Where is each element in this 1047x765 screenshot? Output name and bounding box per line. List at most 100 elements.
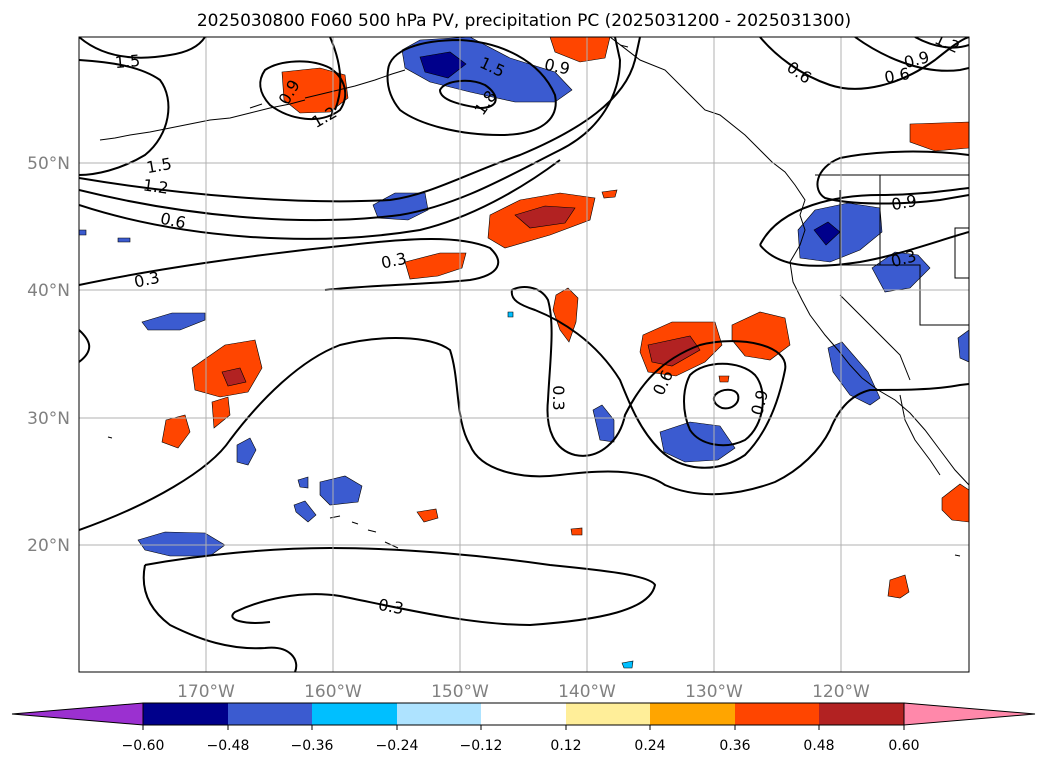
pv-contour — [259, 60, 347, 121]
precip-negative-patch — [79, 229, 87, 236]
precip-positive-patch — [211, 396, 231, 429]
alaska-peninsula — [304, 69, 406, 99]
colorbar-frame — [142, 702, 905, 726]
precip-positive-patch — [161, 414, 191, 449]
coastlines — [99, 37, 969, 557]
colorbar-tick-label: −0.36 — [291, 738, 334, 754]
precip-negative-patch — [236, 437, 257, 466]
precip-positive-patch — [514, 205, 576, 229]
colorbar-tick-label: 0.48 — [803, 738, 834, 754]
pv-contour — [438, 79, 497, 110]
lon-label: 140°W — [558, 682, 616, 702]
colorbar-tick-label: 0.24 — [634, 738, 665, 754]
contour-label: 0.9 — [890, 191, 918, 214]
precip-negative-patch — [297, 476, 309, 489]
lon-labels: 170°W 160°W 150°W 140°W 130°W 120°W — [177, 682, 870, 702]
contour-label: 0.3 — [549, 385, 568, 410]
contour-label: 0.6 — [883, 64, 911, 87]
precip-positive-patch — [731, 311, 791, 361]
state-border — [839, 294, 911, 381]
colorbar-segment — [735, 703, 819, 725]
colorbar-tick-label: −0.12 — [460, 738, 503, 754]
pv-contour — [79, 37, 206, 59]
contour-label: 1.5 — [114, 51, 141, 72]
precip-negative-patch — [659, 421, 736, 463]
contour-label: 1.2 — [142, 175, 170, 197]
colorbar-ticks — [142, 725, 905, 730]
contour-label: 0.9 — [543, 55, 572, 79]
precip-negative-patch — [957, 329, 969, 363]
colorbar-segment — [481, 703, 566, 725]
colorbar-extend-left — [11, 702, 144, 726]
map-panel: 1.5 1.5 1.2 1.5 0.6 0.3 0.3 0.3 0.3 0.6 … — [79, 37, 969, 672]
precip-positive-patch — [191, 339, 263, 398]
pv-contour — [759, 187, 969, 246]
colorbar-tick-label: 0.36 — [719, 738, 750, 754]
hawaii-islands — [329, 515, 399, 549]
lon-label: 170°W — [177, 682, 235, 702]
colorbar: −0.60 −0.48 −0.36 −0.24 −0.12 0.12 0.24 … — [11, 702, 1036, 754]
precip-negative-patch — [319, 475, 363, 506]
precip-positive-patch — [601, 189, 618, 199]
small-islands — [107, 44, 961, 557]
precip-negative-patch — [293, 500, 317, 523]
precip-positive-patch — [647, 335, 701, 367]
colorbar-tick-label: 0.12 — [550, 738, 581, 754]
precip-negative-patch — [117, 237, 131, 243]
precip-positive-patch — [718, 375, 730, 383]
contour-label: 1.5 — [145, 154, 173, 177]
contour-label: 0.3 — [377, 595, 405, 618]
lat-label: 50°N — [27, 154, 70, 174]
colorbar-tick-label: 0.60 — [888, 738, 919, 754]
colorbar-segment — [143, 703, 228, 725]
lon-label: 120°W — [812, 682, 870, 702]
precip-negative-patch — [621, 660, 634, 669]
precip-positive-patch — [887, 574, 910, 599]
pv-contour — [79, 329, 91, 363]
precip-negative-patch — [507, 311, 514, 318]
precip-positive-patch — [221, 367, 247, 387]
pv-contour — [142, 564, 298, 672]
pv-contours — [79, 37, 969, 672]
graticule — [79, 37, 969, 672]
baja-coastline — [899, 394, 941, 476]
colorbar-segment — [397, 703, 481, 725]
pv-contour — [144, 546, 657, 627]
pv-contour — [683, 362, 764, 447]
pv-contour — [816, 150, 969, 205]
precip-negative-patch — [871, 251, 931, 293]
pv-contour — [79, 337, 969, 531]
lat-labels: 50°N 40°N 30°N 20°N — [27, 154, 70, 556]
lat-label: 30°N — [27, 409, 70, 429]
colorbar-tick-label: −0.48 — [207, 738, 250, 754]
lon-label: 150°W — [431, 682, 489, 702]
colorbar-segment — [650, 703, 735, 725]
contour-label: 0.6 — [159, 209, 188, 233]
precip-positive-patch — [909, 121, 969, 152]
contour-label: 0.3 — [379, 249, 408, 273]
pv-contour-labels: 1.5 1.5 1.2 1.5 0.6 0.3 0.3 0.3 0.3 0.6 … — [114, 37, 963, 618]
colorbar-tick-labels: −0.60 −0.48 −0.36 −0.24 −0.12 0.12 0.24 … — [122, 738, 920, 754]
pv-contour — [79, 159, 561, 240]
pv-contour — [79, 238, 500, 291]
lon-label: 160°W — [304, 682, 362, 702]
pv-contour — [712, 388, 740, 410]
contour-label: 0.3 — [132, 268, 161, 292]
colorbar-segment — [566, 703, 650, 725]
state-border — [839, 190, 969, 326]
lat-label: 20°N — [27, 536, 70, 556]
colorbar-extend-right — [903, 702, 1036, 726]
colorbar-segment — [228, 703, 312, 725]
precip-positive-patch — [941, 483, 969, 523]
precip-negative-patch — [419, 51, 467, 79]
precip-positive-patch — [416, 508, 439, 523]
pv-contour — [854, 37, 969, 72]
precip-negative-patch — [137, 531, 226, 557]
precip-negative-patch — [141, 312, 206, 331]
map-frame — [78, 36, 970, 673]
pv-contour — [79, 37, 622, 222]
pv-contour — [79, 59, 170, 176]
alaska-coastline — [609, 37, 969, 486]
pv-contour — [79, 37, 641, 203]
